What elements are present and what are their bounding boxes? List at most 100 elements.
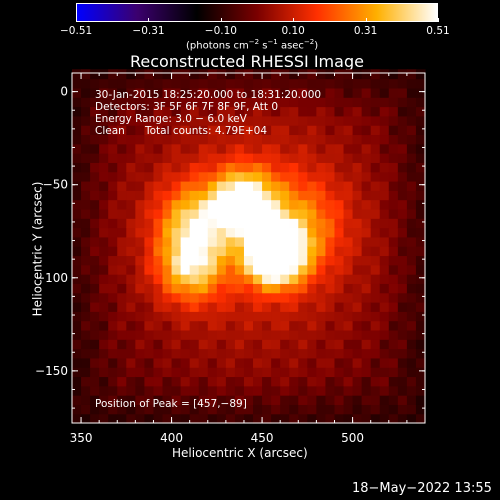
heatmap-cell xyxy=(234,115,245,126)
heatmap-cell xyxy=(343,69,354,80)
heatmap-cell xyxy=(126,143,136,154)
heatmap-cell xyxy=(334,395,345,405)
heatmap-cell xyxy=(198,97,209,108)
heatmap-cell xyxy=(415,78,426,89)
heatmap-cell xyxy=(108,208,118,219)
heatmap-cell xyxy=(379,395,390,405)
heatmap-cell xyxy=(370,125,381,136)
heatmap-cell xyxy=(280,199,290,210)
heatmap-cell xyxy=(325,69,336,80)
heatmap-cell xyxy=(117,264,127,275)
heatmap-cell xyxy=(108,190,118,201)
heatmap-cell xyxy=(352,385,363,396)
heatmap-cell xyxy=(298,274,308,284)
heatmap-cell xyxy=(289,115,299,126)
heatmap-cell xyxy=(243,255,254,266)
heatmap-cell xyxy=(243,97,254,108)
heatmap-cell xyxy=(99,208,109,219)
heatmap-cell xyxy=(325,385,336,396)
heatmap-cell xyxy=(189,367,200,378)
heatmap-cell xyxy=(361,274,372,284)
heatmap-cell xyxy=(406,208,417,219)
heatmap-cell xyxy=(108,106,118,117)
heatmap-cell xyxy=(108,87,118,98)
heatmap-cell xyxy=(171,329,182,340)
heatmap-cell xyxy=(99,367,109,378)
heatmap-cell xyxy=(334,227,345,238)
heatmap-cell xyxy=(81,236,91,247)
heatmap-cell xyxy=(406,162,417,173)
heatmap-cell xyxy=(144,162,155,173)
heatmap-cell xyxy=(280,385,290,396)
heatmap-cell xyxy=(117,320,127,331)
heatmap-cell xyxy=(379,292,390,303)
heatmap-cell xyxy=(370,143,381,154)
heatmap-cell xyxy=(72,162,82,173)
heatmap-cell xyxy=(126,208,136,219)
heatmap-cell xyxy=(388,115,399,126)
heatmap-cell xyxy=(171,246,182,257)
heatmap-cell xyxy=(234,134,245,145)
heatmap-cell xyxy=(126,367,136,378)
heatmap-cell xyxy=(171,311,182,322)
heatmap-cell xyxy=(262,301,272,312)
heatmap-cell xyxy=(126,339,136,350)
heatmap-cell xyxy=(171,190,182,201)
heatmap-cell xyxy=(126,153,136,163)
heatmap-cell xyxy=(99,171,109,182)
heatmap-cell xyxy=(280,413,290,424)
heatmap-cell xyxy=(343,153,354,163)
heatmap-cell xyxy=(117,134,127,145)
heatmap-cell xyxy=(379,357,390,368)
heatmap-cell xyxy=(153,255,164,266)
heatmap-cell xyxy=(180,301,191,312)
heatmap-cell xyxy=(126,413,136,424)
heatmap-cell xyxy=(253,385,263,396)
heatmap-cell xyxy=(397,367,408,378)
heatmap-cell xyxy=(72,246,82,257)
heatmap-cell xyxy=(307,153,317,163)
heatmap-cell xyxy=(298,404,308,415)
heatmap-cell xyxy=(370,329,381,340)
heatmap-cell xyxy=(262,348,272,359)
heatmap-cell xyxy=(370,348,381,359)
heatmap-cell xyxy=(325,208,336,219)
heatmap-cell xyxy=(316,283,327,294)
heatmap-cell xyxy=(415,125,426,136)
heatmap-cell xyxy=(361,292,372,303)
heatmap-cell xyxy=(90,376,100,387)
heatmap-cell xyxy=(207,311,218,322)
heatmap-cell xyxy=(352,404,363,415)
heatmap-cell xyxy=(207,78,218,89)
heatmap-cell xyxy=(415,106,426,117)
heatmap-cell xyxy=(99,348,109,359)
heatmap-cell xyxy=(280,143,290,154)
heatmap-cell xyxy=(135,255,146,266)
heatmap-cell xyxy=(280,134,290,145)
heatmap-cell xyxy=(243,106,254,117)
heatmap-cell xyxy=(225,78,236,89)
heatmap-cell xyxy=(298,69,308,80)
heatmap-cell xyxy=(289,367,299,378)
heatmap-cell xyxy=(117,153,127,163)
heatmap-cell xyxy=(352,153,363,163)
heatmap-cell xyxy=(90,255,100,266)
heatmap-cell xyxy=(135,180,146,191)
heatmap-cell xyxy=(153,404,164,415)
heatmap-cell xyxy=(397,199,408,210)
heatmap-cell xyxy=(126,301,136,312)
heatmap-cell xyxy=(162,246,173,257)
heatmap-cell xyxy=(262,115,272,126)
heatmap-cell xyxy=(207,106,218,117)
heatmap-cell xyxy=(162,227,173,238)
heatmap-cell xyxy=(90,125,100,136)
heatmap-cell xyxy=(370,283,381,294)
heatmap-cell xyxy=(361,264,372,275)
heatmap-cell xyxy=(108,134,118,145)
heatmap-cell xyxy=(343,404,354,415)
info-energy-range: Energy Range: 3.0 − 6.0 keV xyxy=(95,113,247,125)
heatmap-cell xyxy=(99,404,109,415)
heatmap-cell xyxy=(207,190,218,201)
heatmap-cell xyxy=(225,283,236,294)
x-tick-label: 450 xyxy=(251,431,274,445)
